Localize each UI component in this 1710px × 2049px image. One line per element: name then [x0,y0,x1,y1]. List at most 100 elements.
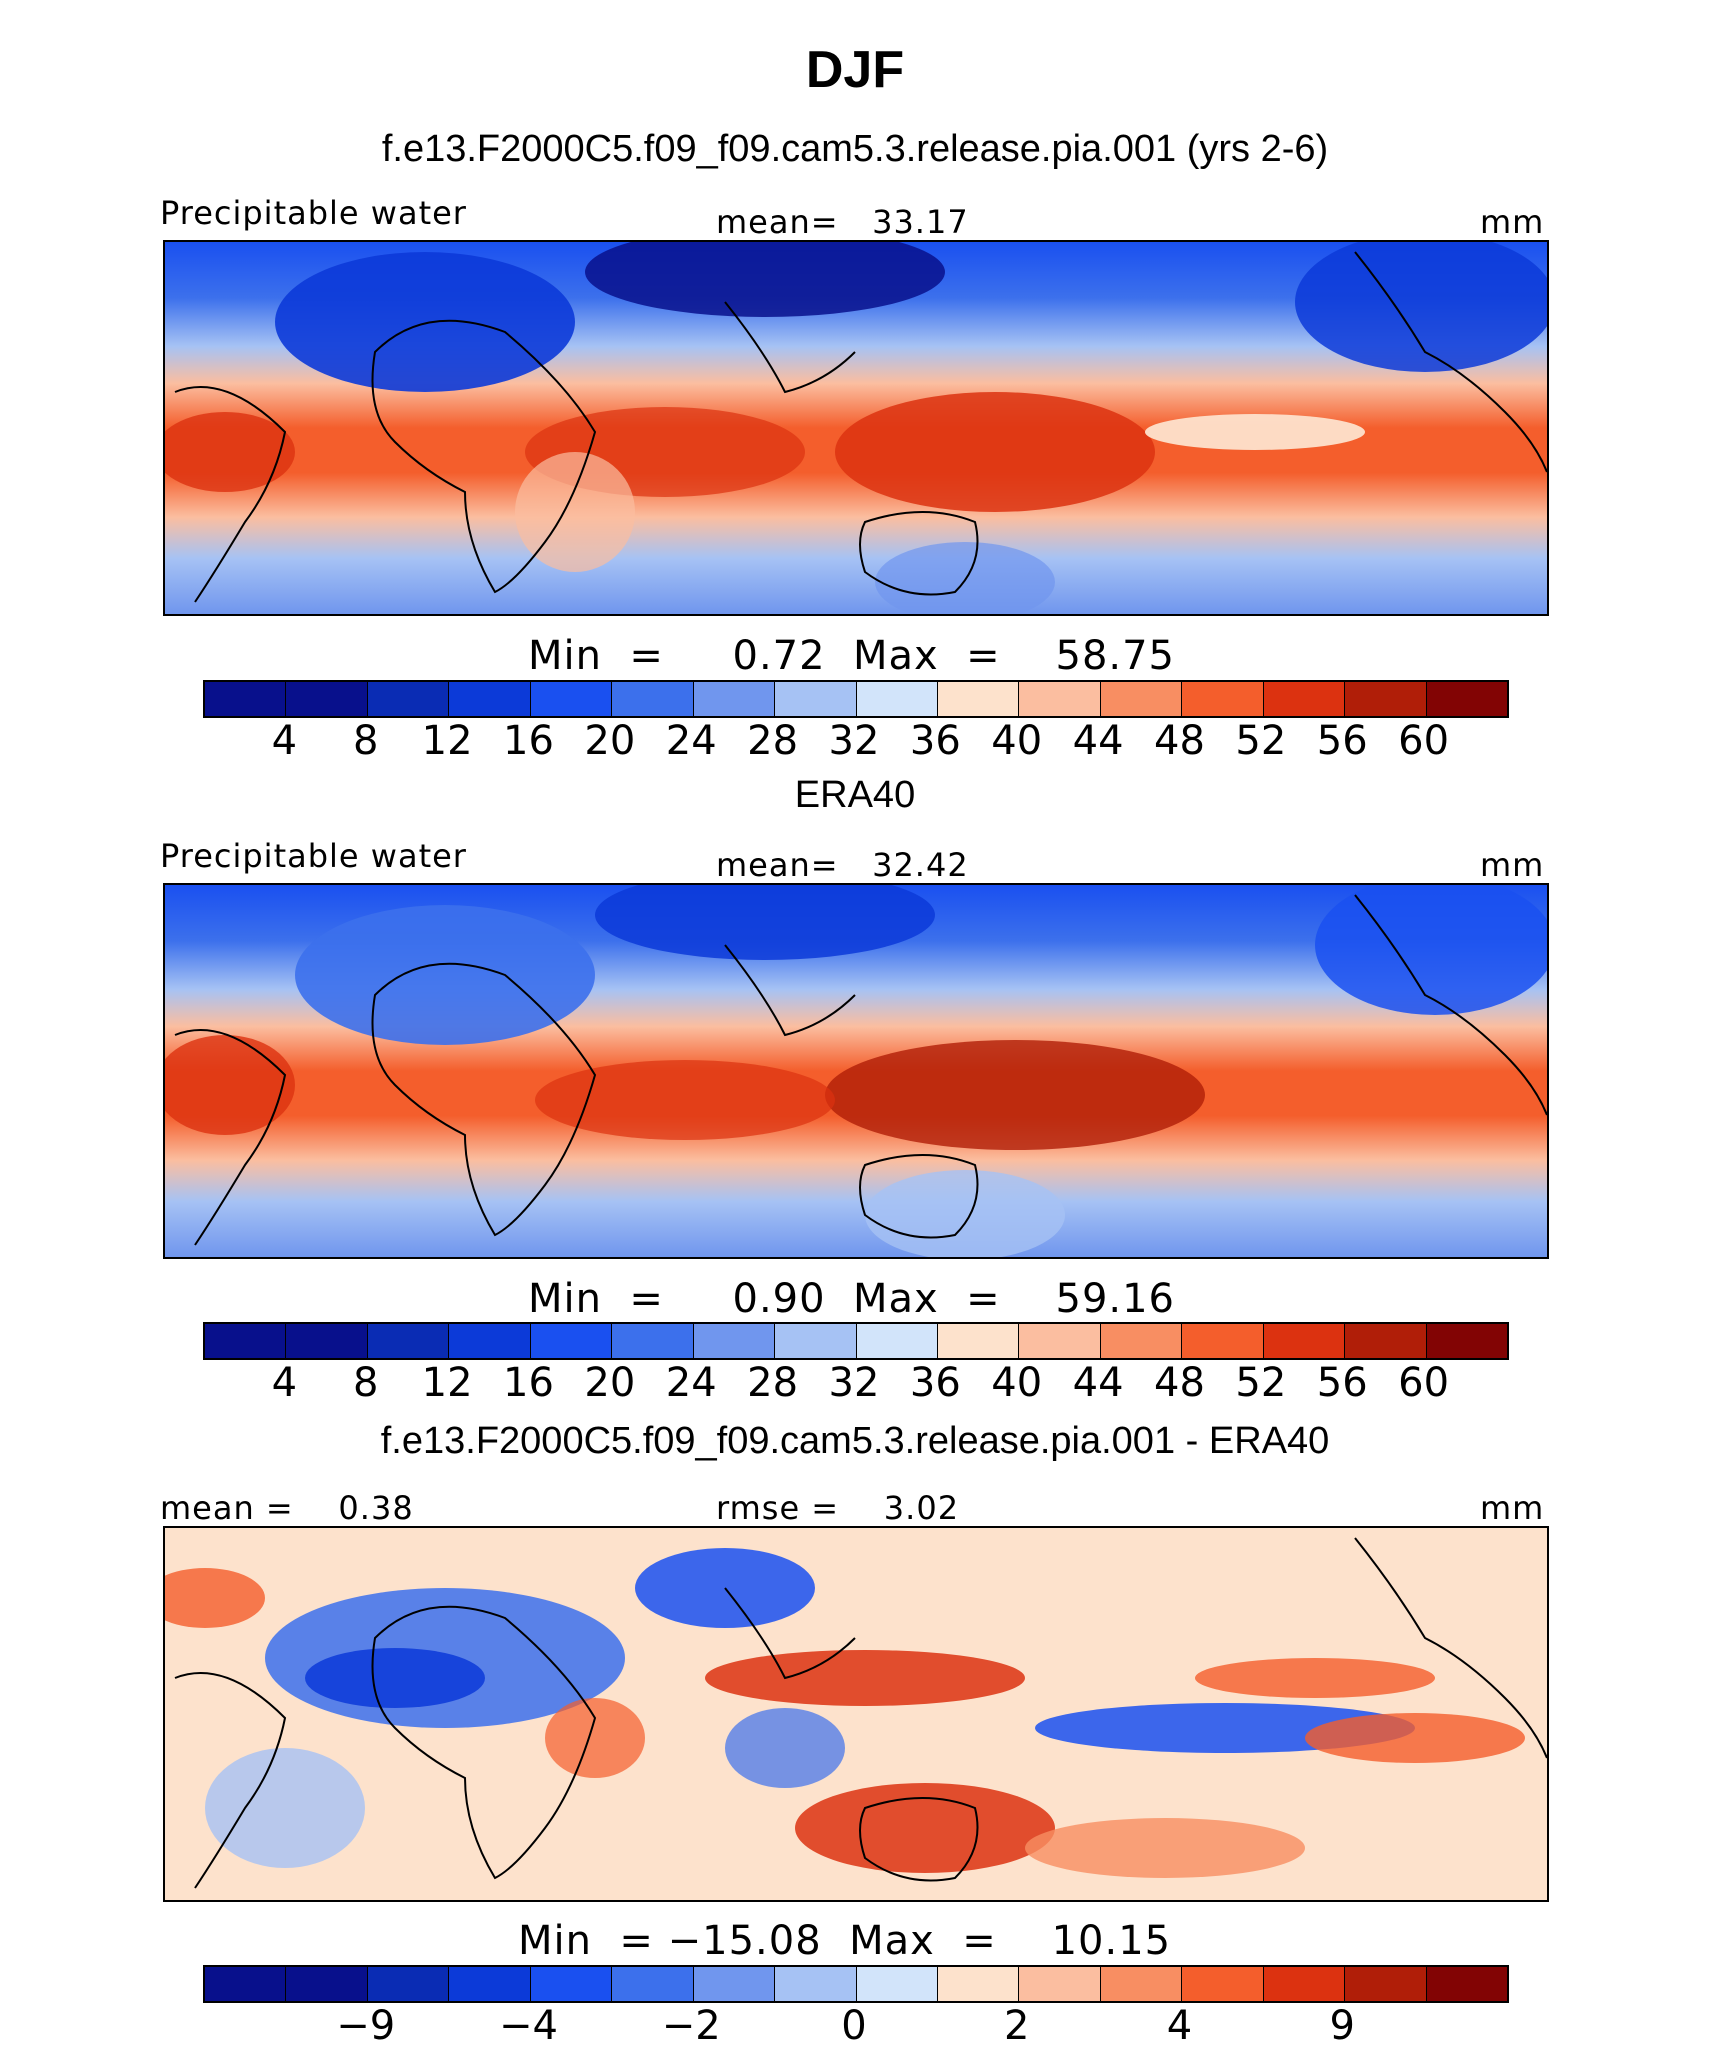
colorbar-1-box-11 [1019,682,1101,716]
panel-1-colorbar [203,680,1509,718]
colorbar-1-tick-label: 12 [421,718,473,764]
panel-2-field [165,885,1547,1257]
panel-2-map [163,883,1549,1259]
colorbar-2-tick-label: 24 [665,1360,717,1406]
colorbar-2-box-2 [286,1324,368,1358]
colorbar-3-tick-label: 0 [841,2003,867,2049]
panel-2-colorbar [203,1322,1509,1360]
colorbar-2-tick-label: 16 [503,1360,554,1406]
colorbar-2-tick-label: 12 [421,1360,473,1406]
colorbar-3-box-16 [1426,1967,1507,2001]
colorbar-1-tick-label: 52 [1235,718,1287,764]
colorbar-2-tick-label: 20 [584,1360,636,1406]
panel-1-units-label: mm [1480,203,1545,241]
colorbar-1-tick-label: 16 [503,718,554,764]
colorbar-1-tick-label: 36 [909,718,961,764]
colorbar-2-tick-label: 32 [828,1360,880,1406]
panel-3-colorbar [203,1965,1509,2003]
colorbar-1-tick-label: 24 [665,718,717,764]
colorbar-3-box-6 [612,1967,694,2001]
colorbar-1-tick-label: 40 [991,718,1043,764]
colorbar-3-tick-label: 4 [1166,2003,1193,2049]
colorbar-3-box-10 [937,1967,1020,2001]
panel-3-title: f.e13.F2000C5.f09_f09.cam5.3.release.pia… [380,1420,1330,1462]
panel-3-mean-label: mean = 0.38 [160,1489,414,1527]
panel-2-min-max: Min = 0.90 Max = 59.16 [528,1276,1175,1322]
colorbar-1-box-9 [856,682,938,716]
colorbar-2-box-11 [1019,1324,1101,1358]
colorbar-3-tick-label: 9 [1329,2003,1355,2049]
colorbar-3-box-3 [367,1967,450,2001]
colorbar-1-box-8 [775,682,857,716]
colorbar-3-tick-label: 2 [1004,2003,1030,2049]
colorbar-2-box-12 [1100,1324,1183,1358]
colorbar-3-box-4 [449,1967,531,2001]
colorbar-1-box-6 [612,682,694,716]
colorbar-3-tick-label: −2 [661,2003,721,2049]
panel-1-map [163,240,1549,616]
colorbar-3-tick-label: −4 [499,2003,558,2049]
panel-1-min-max: Min = 0.72 Max = 58.75 [528,633,1175,679]
colorbar-1-box-4 [449,682,531,716]
colorbar-3-box-11 [1019,1967,1101,2001]
colorbar-3-box-5 [530,1967,613,2001]
colorbar-2-box-13 [1182,1324,1264,1358]
colorbar-3-box-9 [856,1967,938,2001]
colorbar-2-box-10 [937,1324,1020,1358]
colorbar-2-box-7 [693,1324,776,1358]
panel-3-rmse-label: rmse = 3.02 [716,1489,960,1527]
panel-3-min-max: Min = −15.08 Max = 10.15 [518,1918,1172,1964]
panel-2-units-label: mm [1480,846,1545,884]
colorbar-1-tick-label: 28 [747,718,799,764]
colorbar-1-tick-label: 56 [1316,718,1368,764]
colorbar-2-box-4 [449,1324,531,1358]
colorbar-3-box-12 [1100,1967,1183,2001]
colorbar-1-tick-label: 44 [1072,718,1124,764]
colorbar-2-tick-label: 60 [1398,1360,1450,1406]
colorbar-1-box-3 [367,682,450,716]
colorbar-2-tick-label: 8 [353,1360,379,1406]
figure-title: DJF [805,41,905,99]
panel-3-map [163,1526,1549,1902]
colorbar-1-tick-label: 4 [271,718,298,764]
colorbar-3-box-15 [1345,1967,1427,2001]
colorbar-1-tick-label: 48 [1154,718,1205,764]
colorbar-3-box-14 [1263,1967,1346,2001]
colorbar-1-tick-label: 60 [1398,718,1450,764]
colorbar-2-box-16 [1426,1324,1507,1358]
panel-1-title: f.e13.F2000C5.f09_f09.cam5.3.release.pia… [381,128,1329,170]
colorbar-1-box-16 [1426,682,1507,716]
panel-2-mean-label: mean= 32.42 [716,846,969,884]
colorbar-3-box-13 [1182,1967,1264,2001]
colorbar-3-box-7 [693,1967,776,2001]
colorbar-2-tick-label: 40 [991,1360,1043,1406]
colorbar-1-box-10 [937,682,1020,716]
panel-2-title: ERA40 [794,774,916,816]
colorbar-2-box-8 [775,1324,857,1358]
colorbar-2-tick-label: 52 [1235,1360,1287,1406]
panel-1-mean-label: mean= 33.17 [716,203,969,241]
colorbar-3-box-8 [775,1967,857,2001]
panel-3-field [165,1528,1547,1900]
colorbar-2-tick-label: 36 [909,1360,961,1406]
colorbar-3-box-2 [286,1967,368,2001]
colorbar-2-tick-label: 44 [1072,1360,1124,1406]
panel-1-variable-label: Precipitable water [160,194,467,232]
colorbar-2-box-9 [856,1324,938,1358]
colorbar-3-box-1 [205,1967,287,2001]
colorbar-1-box-1 [205,682,287,716]
colorbar-2-tick-label: 48 [1154,1360,1205,1406]
colorbar-2-tick-label: 28 [747,1360,799,1406]
colorbar-1-box-14 [1263,682,1346,716]
colorbar-2-box-3 [367,1324,450,1358]
colorbar-2-box-14 [1263,1324,1346,1358]
colorbar-2-box-6 [612,1324,694,1358]
panel-1-field [165,242,1547,614]
colorbar-1-box-13 [1182,682,1264,716]
colorbar-1-box-2 [286,682,368,716]
colorbar-1-tick-label: 20 [584,718,636,764]
colorbar-1-tick-label: 32 [828,718,880,764]
colorbar-3-tick-label: −9 [336,2003,396,2049]
colorbar-2-box-15 [1345,1324,1427,1358]
colorbar-2-box-1 [205,1324,287,1358]
